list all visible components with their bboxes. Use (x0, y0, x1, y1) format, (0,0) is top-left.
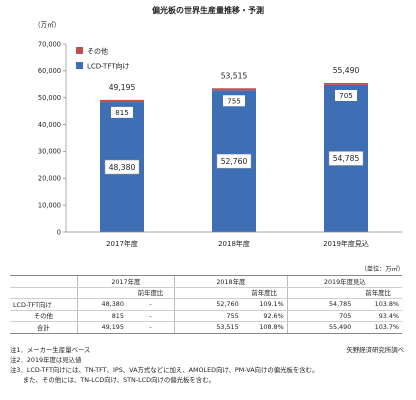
y-tick-label: 0 (57, 228, 61, 236)
data-table: 2017年度 2018年度 2019年度見込 前年度比 前年度比 前年度比 LC… (10, 275, 402, 334)
cell: 55,490 (286, 321, 355, 334)
cell: 103.8% (354, 298, 402, 311)
data-label-other: 755 (227, 96, 241, 105)
data-label-box (111, 106, 133, 118)
table-header-year: 2017年度 (76, 275, 175, 288)
bar-segment (100, 99, 144, 103)
legend-label: LCD-TFT向け (87, 62, 130, 71)
cell: 92.6% (241, 310, 288, 322)
cell: - (126, 310, 175, 322)
table-header-blank (10, 275, 78, 288)
table-row-other: その他 815 - 755 92.6% 705 93.4% (10, 310, 402, 322)
data-label-other: 815 (115, 108, 129, 117)
data-label-box (328, 151, 364, 166)
x-axis: 2017年度 2018年度 2019年度見込 (66, 231, 402, 248)
y-tick-label: 30,000 (38, 148, 61, 156)
table-unit-note: （単位：万㎡） (360, 266, 404, 273)
table-row-total: 合計 49,195 - 53,515 108.8% 55,490 103.7% (10, 321, 402, 334)
cell: 108.8% (241, 321, 288, 334)
x-tick-label: 2017年度 (106, 239, 138, 248)
data-label-lcd: 48,380 (109, 163, 136, 172)
source-note: 矢野経済研究所調べ (346, 346, 404, 354)
table-header-yoy-label: 前年度比 (126, 287, 175, 299)
table-header-year: 2019年度見込 (286, 275, 402, 288)
x-tick-label: 2018年度 (218, 239, 250, 248)
bars: 48,380 815 49,195 52,760 755 53,515 54,785 705 5… (100, 66, 368, 232)
y-tick-label: 60,000 (38, 67, 61, 75)
row-label: LCD-TFT向け (10, 298, 78, 311)
y-tick-label: 10,000 (38, 201, 61, 209)
cell: 48,380 (76, 298, 127, 311)
table-header-year: 2018年度 (174, 275, 288, 288)
legend-swatch (76, 62, 83, 69)
row-label: その他 (10, 310, 78, 322)
cell: 755 (174, 310, 242, 322)
cell: - (126, 321, 175, 334)
table-header-yoy: 前年度比 前年度比 前年度比 (10, 287, 402, 299)
y-tick-label: 20,000 (38, 175, 61, 183)
cell: 103.7% (354, 321, 402, 334)
y-tick-label: 50,000 (38, 94, 61, 102)
y-axis: 0 10,000 20,000 30,000 40,000 50,000 60,000 70,… (38, 40, 67, 236)
cell: 52,760 (174, 298, 242, 311)
x-tick-label: 2019年度見込 (323, 239, 369, 248)
y-axis-label: （万㎡） (34, 20, 60, 29)
data-label-total: 49,195 (109, 83, 136, 92)
legend: その他 LCD-TFT向け (76, 47, 130, 71)
legend-swatch (76, 47, 83, 54)
table-header-blank (10, 287, 78, 299)
cell: 705 (286, 310, 355, 322)
cell: 54,785 (286, 298, 355, 311)
table-header-blank (174, 287, 242, 299)
cell: 93.4% (354, 310, 402, 322)
row-label: 合計 (10, 321, 78, 334)
note-2: 注2．2019年度は見込値 (10, 356, 82, 364)
table-header-years: 2017年度 2018年度 2019年度見込 (10, 275, 402, 288)
note-3: 注3．LCD-TFT向けには、TN-TFT、IPS、VA方式などに加え、AMOL… (10, 366, 319, 374)
y-tick-label: 70,000 (38, 40, 61, 48)
data-label-total: 53,515 (221, 71, 248, 80)
cell: 815 (76, 310, 127, 322)
cell: 109.1% (241, 298, 288, 311)
data-label-lcd: 54,785 (333, 154, 360, 163)
note-1: 注1．メーカー生産量ベース (10, 346, 91, 354)
data-label-other: 705 (339, 91, 353, 100)
data-label-total: 55,490 (333, 66, 360, 75)
cell: 49,195 (76, 321, 127, 334)
chart-title: 偏光板の世界生産量推移・予測 (152, 5, 264, 15)
cell: 53,515 (174, 321, 242, 334)
data-label-box (335, 89, 357, 101)
note-4: また、その他には、TN-LCD向け、STN-LCD向けの偏光板を含む。 (10, 376, 215, 384)
table-row-lcd-tft: LCD-TFT向け 48,380 - 52,760 109.1% 54,785 … (10, 298, 402, 311)
cell: - (126, 298, 175, 311)
legend-label: その他 (87, 47, 108, 56)
y-tick-label: 40,000 (38, 121, 61, 129)
bar-segment (212, 88, 256, 91)
table-header-yoy-label: 前年度比 (241, 287, 288, 299)
table-header-yoy-label: 前年度比 (354, 287, 402, 299)
chart: 偏光板の世界生産量推移・予測 （万㎡） 0 10,000 20,000 30,000 4… (34, 5, 402, 248)
data-label-box (223, 95, 245, 107)
bar-segment (324, 82, 368, 85)
data-label-box (104, 159, 140, 175)
data-label-lcd: 52,760 (221, 157, 248, 166)
table-header-blank (76, 287, 127, 299)
data-label-box (216, 153, 252, 169)
table-header-blank (286, 287, 355, 299)
